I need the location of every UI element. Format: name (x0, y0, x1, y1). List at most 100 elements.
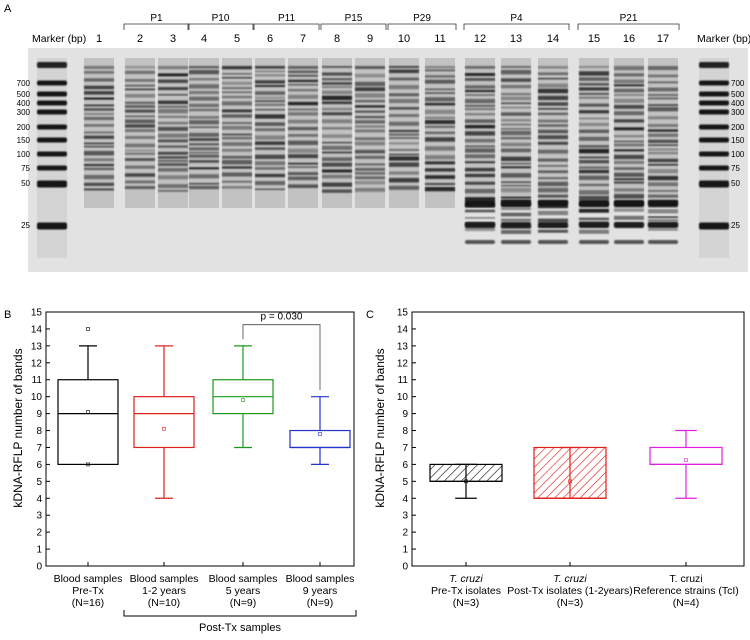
gel-band (614, 127, 644, 131)
gel-band (465, 77, 495, 81)
gel-band (648, 158, 678, 163)
gel-band (648, 133, 678, 137)
gel-band (425, 97, 455, 102)
gel-band (189, 90, 219, 95)
gel-group-bracket (387, 23, 457, 30)
gel-band (288, 119, 318, 124)
gel-band (648, 194, 678, 198)
gel-marker-band (699, 62, 729, 68)
gel-band (648, 66, 678, 71)
x-category-label-line2: Post-Tx isolates (1-2years) (507, 585, 632, 597)
gel-band (322, 157, 352, 162)
gel-band (125, 165, 155, 169)
gel-band (158, 108, 188, 114)
gel-band (648, 97, 678, 100)
gel-band (648, 175, 678, 181)
x-category-label-line1: T. cruzi (553, 573, 587, 585)
gel-band (614, 154, 644, 160)
gel-band (255, 80, 285, 84)
gel-band (538, 72, 568, 76)
gel-lane-number: 13 (510, 33, 522, 45)
gel-band (355, 99, 385, 103)
gel-band (322, 119, 352, 124)
gel-band (389, 133, 419, 137)
box-group (57, 327, 119, 467)
gel-band (579, 195, 609, 201)
gel-marker-band (37, 180, 67, 188)
gel-band (465, 154, 495, 159)
gel-band (84, 108, 114, 111)
gel-band (255, 96, 285, 99)
gel-band (501, 166, 531, 169)
gel-band (158, 115, 188, 118)
gel-band (125, 104, 155, 109)
gel-band (425, 69, 455, 72)
gel-band (389, 171, 419, 175)
mean-marker (86, 410, 90, 414)
gel-band (189, 126, 219, 128)
gel-lane-number: 11 (434, 33, 445, 45)
y-tick-label: 6 (402, 460, 408, 471)
gel-band (389, 129, 419, 133)
gel-band (125, 136, 155, 139)
gel-band (425, 183, 455, 185)
gel-band (614, 79, 644, 84)
gel-size-label: 150 (17, 136, 31, 145)
x-category-label-line2: 5 years (226, 585, 260, 597)
gel-group-bracket (187, 23, 254, 30)
y-tick-label: 8 (36, 426, 42, 437)
gel-band (355, 149, 385, 154)
gel-band (158, 79, 188, 83)
gel-band (501, 156, 531, 162)
gel-band (389, 98, 419, 104)
gel-lane-number: 10 (398, 33, 410, 45)
gel-band (465, 240, 495, 244)
gel-band (255, 108, 285, 111)
gel-band (255, 122, 285, 126)
gel-band (425, 109, 455, 114)
gel-band (288, 101, 318, 106)
gel-band (355, 66, 385, 69)
y-tick-label: 3 (36, 511, 42, 522)
gel-band (189, 84, 219, 89)
gel-band (465, 104, 495, 107)
gel-band (614, 160, 644, 164)
gel-band (501, 130, 531, 136)
gel-band (648, 152, 678, 155)
gel-band (465, 108, 495, 111)
gel-band (579, 183, 609, 187)
gel-lane-number: 7 (300, 33, 306, 45)
gel-band (614, 84, 644, 87)
gel-band (255, 173, 285, 178)
gel-band (84, 112, 114, 115)
gel-band (425, 66, 455, 69)
gel-band (501, 196, 531, 199)
gel-band (84, 163, 114, 167)
y-tick-label: 5 (36, 477, 42, 488)
gel-band (355, 171, 385, 175)
gel-band (465, 167, 495, 172)
gel-band (158, 105, 188, 108)
gel-band (389, 177, 419, 183)
gel-band (538, 66, 568, 69)
gel-band (288, 134, 318, 137)
gel-band (538, 108, 568, 110)
gel-band (648, 104, 678, 107)
y-tick-label: 0 (36, 562, 42, 573)
mean-marker (241, 398, 245, 402)
gel-lane (425, 58, 455, 208)
y-tick-label: 10 (31, 392, 43, 403)
x-category-label-line1: Blood samples (286, 573, 355, 585)
gel-band (614, 111, 644, 116)
gel-band (501, 112, 531, 116)
gel-band (648, 116, 678, 120)
gel-lane-number: 12 (474, 33, 486, 45)
gel-band (538, 218, 568, 223)
gel-band (222, 81, 252, 85)
gel-band (465, 131, 495, 136)
gel-band (501, 229, 531, 234)
gel-band (614, 208, 644, 212)
x-category-label-line1: T. cruzi (669, 573, 702, 585)
gel-band (579, 145, 609, 148)
